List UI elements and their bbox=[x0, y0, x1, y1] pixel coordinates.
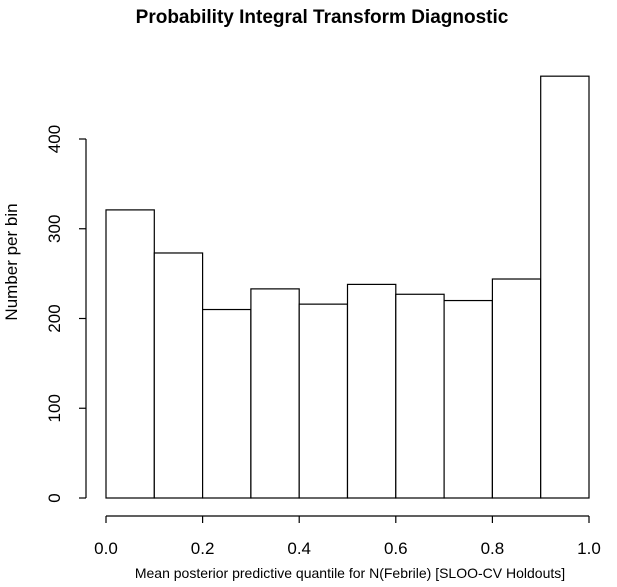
bar-9 bbox=[540, 75, 590, 499]
bar-6 bbox=[395, 293, 445, 499]
y-tick-label-3: 300 bbox=[45, 215, 64, 243]
x-tick-label-4: 0.8 bbox=[481, 539, 505, 558]
y-tick-label-1: 100 bbox=[45, 394, 64, 422]
bar-2 bbox=[202, 308, 252, 499]
bar-5 bbox=[346, 283, 397, 499]
bar-8 bbox=[491, 278, 542, 499]
y-tick-label-4: 400 bbox=[45, 125, 64, 153]
x-tick-label-2: 0.4 bbox=[287, 539, 311, 558]
bar-0 bbox=[105, 209, 155, 499]
y-tick-label-0: 0 bbox=[45, 493, 64, 502]
bar-3 bbox=[250, 288, 300, 499]
bar-4 bbox=[298, 303, 349, 499]
y-axis: 0 100 200 300 400 bbox=[45, 125, 87, 503]
x-tick-label-3: 0.6 bbox=[384, 539, 408, 558]
x-axis: 0.0 0.2 0.4 0.6 0.8 1.0 bbox=[94, 515, 601, 558]
bar-7 bbox=[443, 299, 494, 499]
x-tick-label-5: 1.0 bbox=[577, 539, 601, 558]
chart-title: Probability Integral Transform Diagnosti… bbox=[136, 7, 509, 28]
x-tick-label-1: 0.2 bbox=[191, 539, 215, 558]
bar-1 bbox=[153, 252, 204, 499]
x-tick-label-0: 0.0 bbox=[94, 539, 118, 558]
y-axis-label: Number per bin bbox=[2, 203, 21, 320]
y-tick-label-2: 200 bbox=[45, 304, 64, 332]
x-axis-label: Mean posterior predictive quantile for N… bbox=[135, 565, 565, 581]
bars-group bbox=[105, 75, 590, 499]
